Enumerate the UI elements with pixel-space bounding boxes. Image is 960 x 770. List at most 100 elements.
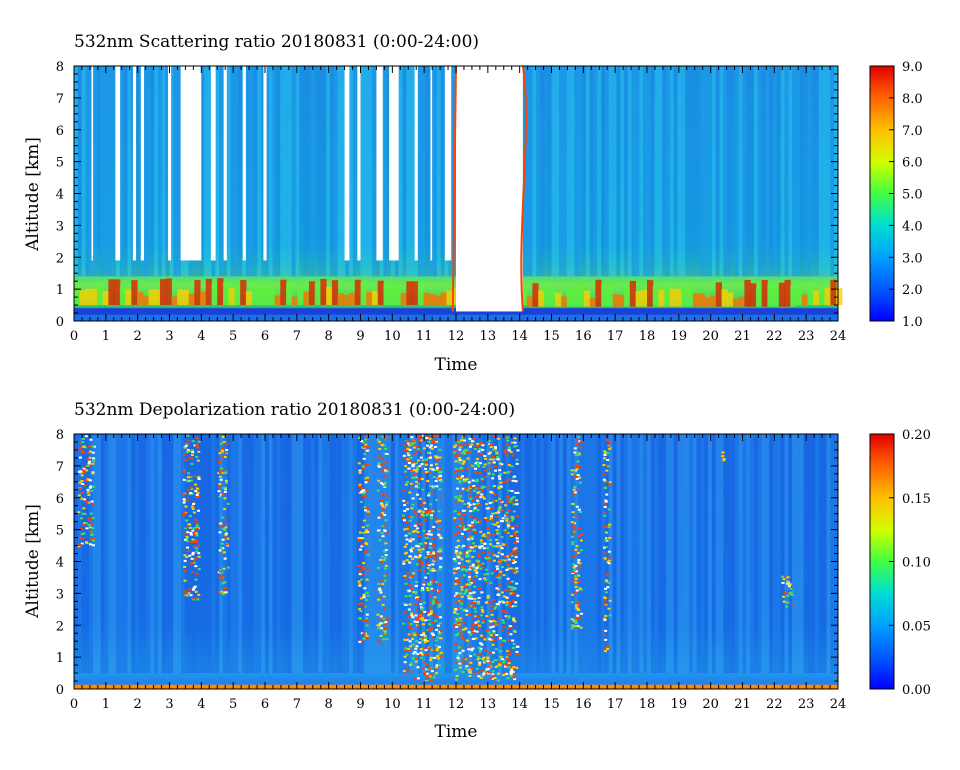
speckle bbox=[218, 483, 222, 486]
speckle bbox=[408, 532, 412, 535]
speckle bbox=[439, 479, 443, 482]
speckle bbox=[514, 444, 518, 447]
texture-stripe bbox=[719, 434, 724, 674]
speckle bbox=[475, 571, 479, 574]
speckle bbox=[579, 510, 583, 513]
speckle bbox=[605, 469, 609, 472]
speckle bbox=[78, 487, 82, 490]
speckle bbox=[475, 480, 479, 483]
speckle bbox=[429, 673, 433, 676]
band-cell bbox=[423, 292, 430, 306]
speckle bbox=[573, 447, 577, 450]
speckle bbox=[512, 617, 516, 620]
speckle bbox=[85, 469, 89, 472]
speckle bbox=[435, 468, 439, 471]
speckle bbox=[88, 450, 92, 453]
band-cell bbox=[629, 280, 637, 307]
speckle bbox=[365, 489, 369, 492]
speckle bbox=[436, 624, 440, 627]
speckle bbox=[514, 534, 518, 537]
speckle bbox=[187, 592, 191, 595]
speckle bbox=[402, 670, 406, 673]
speckle bbox=[433, 656, 437, 659]
speckle bbox=[360, 446, 364, 449]
speckle bbox=[381, 511, 385, 514]
speckle bbox=[220, 471, 224, 474]
speckle bbox=[380, 503, 384, 506]
speckle bbox=[78, 481, 82, 484]
speckle bbox=[453, 510, 457, 513]
speckle bbox=[194, 526, 198, 529]
texture-stripe bbox=[383, 66, 388, 277]
texture-stripe bbox=[765, 66, 770, 277]
texture-stripe bbox=[215, 434, 220, 674]
speckle bbox=[506, 677, 510, 680]
speckle bbox=[429, 533, 433, 536]
speckle bbox=[572, 619, 576, 622]
speckle bbox=[197, 509, 201, 512]
speckle bbox=[411, 657, 415, 660]
speckle bbox=[457, 499, 461, 502]
speckle bbox=[413, 510, 417, 513]
speckle bbox=[426, 589, 430, 592]
speckle bbox=[577, 574, 581, 577]
speckle bbox=[379, 591, 383, 594]
speckle bbox=[190, 570, 194, 573]
texture-stripe bbox=[158, 434, 162, 674]
speckle bbox=[404, 449, 408, 452]
speckle bbox=[511, 501, 515, 504]
speckle bbox=[383, 632, 387, 635]
speckle bbox=[362, 495, 366, 498]
speckle bbox=[430, 670, 434, 673]
speckle bbox=[377, 479, 381, 482]
speckle bbox=[407, 649, 411, 652]
speckle bbox=[503, 450, 507, 453]
y-tick-label: 7 bbox=[56, 460, 64, 475]
speckle bbox=[438, 456, 442, 459]
speckle bbox=[425, 672, 429, 675]
speckle bbox=[477, 624, 481, 627]
speckle bbox=[409, 663, 413, 666]
speckle bbox=[605, 580, 609, 583]
speckle bbox=[469, 534, 473, 537]
nodata-column bbox=[223, 66, 227, 261]
texture-stripe bbox=[314, 434, 319, 674]
band-cell bbox=[377, 280, 384, 306]
speckle bbox=[499, 481, 503, 484]
speckle bbox=[363, 464, 367, 467]
speckle bbox=[608, 483, 612, 486]
speckle bbox=[384, 460, 388, 463]
texture-stripe bbox=[135, 66, 139, 277]
speckle bbox=[459, 619, 463, 622]
speckle bbox=[430, 587, 434, 590]
texture-stripe bbox=[803, 66, 808, 277]
speckle bbox=[487, 671, 491, 674]
speckle bbox=[479, 567, 483, 570]
speckle bbox=[366, 510, 370, 513]
band-cell bbox=[790, 286, 797, 307]
texture-stripe bbox=[268, 66, 273, 277]
speckle bbox=[431, 468, 435, 471]
speckle bbox=[427, 563, 431, 566]
speckle bbox=[190, 454, 194, 457]
speckle bbox=[513, 475, 517, 478]
speckle bbox=[467, 578, 471, 581]
colorbar-tick-label: 1.0 bbox=[902, 315, 923, 330]
speckle bbox=[89, 538, 93, 541]
speckle bbox=[412, 572, 416, 575]
texture-stripe bbox=[440, 66, 445, 277]
speckle bbox=[403, 638, 407, 641]
speckle bbox=[405, 527, 409, 530]
speckle bbox=[460, 602, 464, 605]
speckle bbox=[500, 547, 504, 550]
speckle bbox=[379, 616, 383, 619]
speckle bbox=[468, 503, 472, 506]
speckle bbox=[219, 569, 223, 572]
texture-stripe bbox=[647, 434, 651, 674]
speckle bbox=[455, 546, 459, 549]
speckle bbox=[193, 585, 197, 588]
speckle bbox=[786, 576, 790, 579]
band-cell bbox=[125, 289, 132, 306]
speckle bbox=[491, 674, 495, 677]
speckle bbox=[481, 658, 485, 661]
